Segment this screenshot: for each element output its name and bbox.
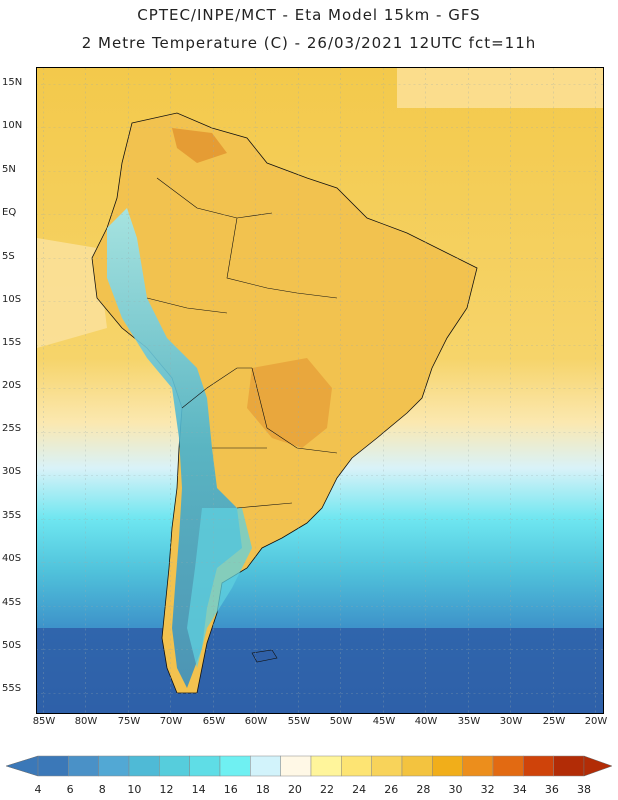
temperature-colorbar bbox=[5, 755, 613, 777]
lon-label: 55W bbox=[287, 716, 311, 727]
lat-label: 10N bbox=[2, 120, 23, 131]
colorbar-swatch bbox=[159, 755, 190, 777]
colorbar-tick-label: 4 bbox=[34, 783, 42, 796]
colorbar-swatch bbox=[523, 755, 554, 777]
colorbar-tick-label: 30 bbox=[448, 783, 463, 796]
colorbar-tick-label: 38 bbox=[577, 783, 591, 796]
colorbar-tick-label: 6 bbox=[66, 783, 74, 796]
temperature-map bbox=[36, 67, 604, 714]
colorbar-swatch bbox=[462, 755, 494, 777]
lon-label: 30W bbox=[499, 716, 523, 727]
colorbar-swatch bbox=[37, 755, 69, 777]
lat-label: 15N bbox=[2, 77, 23, 88]
colorbar-swatch bbox=[553, 755, 585, 777]
colorbar-swatch bbox=[401, 755, 433, 777]
lat-label: 35S bbox=[2, 510, 22, 521]
colorbar-tick-label: 20 bbox=[287, 783, 302, 796]
lat-label: EQ bbox=[2, 207, 17, 218]
colorbar-tick-label: 12 bbox=[159, 783, 174, 796]
colorbar-swatch bbox=[280, 755, 312, 777]
lat-label: 25S bbox=[2, 423, 22, 434]
colorbar-tick-label: 10 bbox=[127, 783, 142, 796]
lat-label: 5N bbox=[2, 164, 16, 175]
colorbar-swatch bbox=[219, 755, 251, 777]
lon-label: 65W bbox=[202, 716, 226, 727]
colorbar-swatch bbox=[68, 755, 99, 777]
colorbar-right-arrow bbox=[583, 755, 613, 777]
map-svg bbox=[37, 68, 603, 713]
lat-label: 10S bbox=[2, 294, 22, 305]
colorbar-tick-label: 32 bbox=[480, 783, 495, 796]
lon-label: 60W bbox=[244, 716, 268, 727]
lon-label: 80W bbox=[74, 716, 98, 727]
lat-label: 15S bbox=[2, 337, 22, 348]
colorbar-tick-label: 28 bbox=[416, 783, 431, 796]
lon-label: 25W bbox=[542, 716, 566, 727]
colorbar-tick-label: 22 bbox=[320, 783, 335, 796]
lat-label: 20S bbox=[2, 380, 22, 391]
colorbar-tick-label: 36 bbox=[544, 783, 559, 796]
colorbar-swatch bbox=[432, 755, 463, 777]
colorbar-tick-label: 24 bbox=[352, 783, 367, 796]
lat-label: 5S bbox=[2, 251, 15, 262]
colorbar-swatch bbox=[371, 755, 403, 777]
lon-label: 85W bbox=[32, 716, 56, 727]
lon-label: 35W bbox=[457, 716, 481, 727]
lat-label: 55S bbox=[2, 683, 22, 694]
lon-label: 70W bbox=[159, 716, 183, 727]
map-title: CPTEC/INPE/MCT - Eta Model 15km - GFS bbox=[137, 6, 481, 24]
map-subtitle: 2 Metre Temperature (C) - 26/03/2021 12U… bbox=[81, 34, 537, 52]
colorbar-swatch bbox=[189, 755, 221, 777]
colorbar-swatch bbox=[310, 755, 342, 777]
lat-label: 45S bbox=[2, 597, 22, 608]
lat-label: 40S bbox=[2, 553, 22, 564]
lon-label: 75W bbox=[117, 716, 141, 727]
lat-label: 30S bbox=[2, 466, 22, 477]
colorbar-tick-label: 14 bbox=[191, 783, 206, 796]
lon-label: 20W bbox=[584, 716, 608, 727]
colorbar-tick-label: 26 bbox=[384, 783, 399, 796]
colorbar-swatch bbox=[128, 755, 160, 777]
colorbar-swatch bbox=[341, 755, 372, 777]
colorbar-left-arrow bbox=[5, 755, 39, 777]
colorbar-swatch bbox=[492, 755, 524, 777]
lon-label: 40W bbox=[414, 716, 438, 727]
colorbar-tick-label: 8 bbox=[98, 783, 106, 796]
colorbar-tick-label: 16 bbox=[223, 783, 238, 796]
lon-label: 45W bbox=[372, 716, 396, 727]
graticule bbox=[37, 68, 603, 713]
colorbar-tick-label: 18 bbox=[255, 783, 270, 796]
colorbar-tick-label: 34 bbox=[512, 783, 527, 796]
lat-label: 50S bbox=[2, 640, 22, 651]
lon-label: 50W bbox=[329, 716, 353, 727]
colorbar-swatch bbox=[98, 755, 130, 777]
colorbar-swatch bbox=[250, 755, 281, 777]
